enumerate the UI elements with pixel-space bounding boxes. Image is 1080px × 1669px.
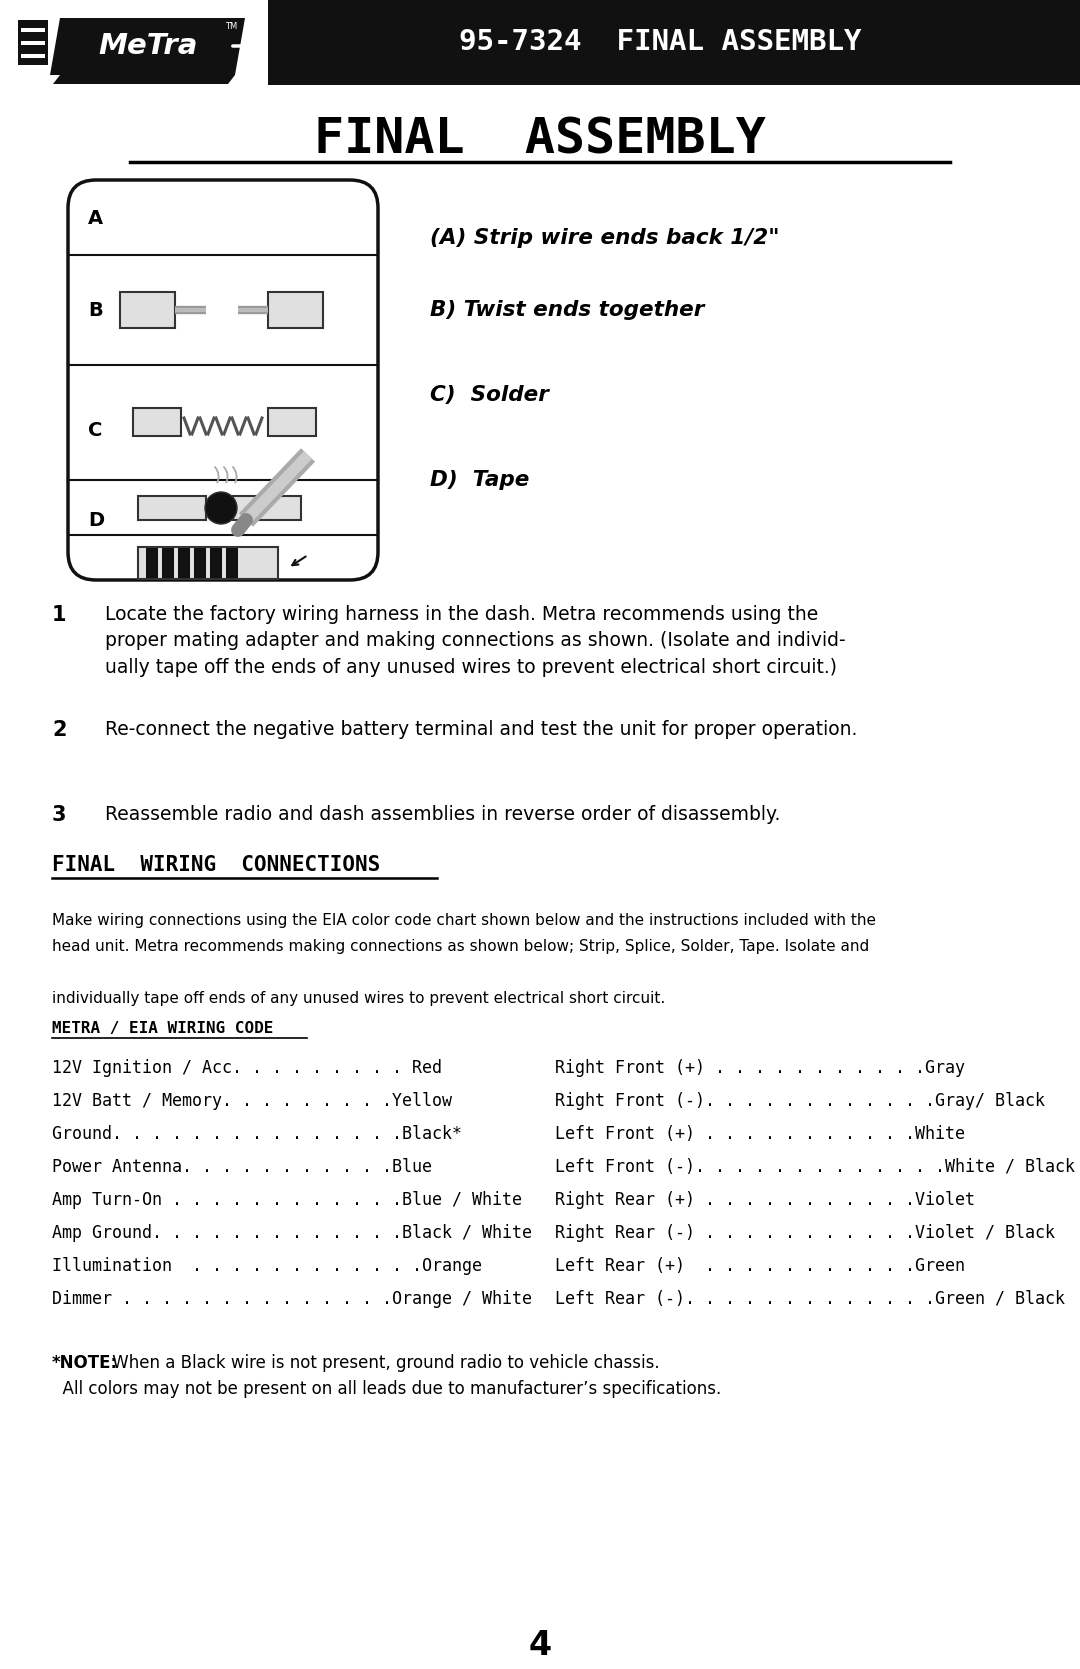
Bar [146, 547, 158, 577]
Text: TM: TM [225, 22, 238, 32]
Text: A: A [87, 209, 103, 227]
Text: Ground. . . . . . . . . . . . . . .Black*: Ground. . . . . . . . . . . . . . .Black… [52, 1125, 462, 1143]
Text: C)  Solder: C) Solder [430, 386, 549, 406]
Text: 95-7324  FINAL ASSEMBLY: 95-7324 FINAL ASSEMBLY [459, 28, 861, 57]
Text: FINAL  ASSEMBLY: FINAL ASSEMBLY [314, 117, 766, 164]
Text: Illumination  . . . . . . . . . . . .Orange: Illumination . . . . . . . . . . . .Oran… [52, 1257, 482, 1275]
Text: C: C [87, 421, 103, 439]
Bar [226, 547, 238, 577]
Polygon shape [53, 75, 235, 83]
FancyBboxPatch shape [68, 180, 378, 581]
Text: Locate the factory wiring harness in the dash. Metra recommends using the
proper: Locate the factory wiring harness in the… [105, 604, 846, 678]
Text: Amp Turn-On . . . . . . . . . . . .Blue / White: Amp Turn-On . . . . . . . . . . . .Blue … [52, 1192, 522, 1208]
Text: Left Front (-). . . . . . . . . . . . .White / Black: Left Front (-). . . . . . . . . . . . .W… [555, 1158, 1075, 1177]
Text: FINAL  WIRING  CONNECTIONS: FINAL WIRING CONNECTIONS [52, 855, 380, 875]
Text: *NOTE:: *NOTE: [52, 1354, 118, 1372]
Bar [162, 547, 174, 577]
Text: Left Front (+) . . . . . . . . . . .White: Left Front (+) . . . . . . . . . . .Whit… [555, 1125, 966, 1143]
Text: METRA / EIA WIRING CODE: METRA / EIA WIRING CODE [52, 1021, 273, 1036]
Text: All colors may not be present on all leads due to manufacturer’s specifications.: All colors may not be present on all lea… [52, 1380, 721, 1399]
Text: 2: 2 [52, 719, 67, 739]
Bar [138, 496, 206, 521]
Bar [233, 496, 301, 521]
Bar [21, 42, 45, 45]
Text: When a Black wire is not present, ground radio to vehicle chassis.: When a Black wire is not present, ground… [107, 1354, 660, 1372]
Text: (A) Strip wire ends back 1/2": (A) Strip wire ends back 1/2" [430, 229, 780, 249]
Text: Reassemble radio and dash assemblies in reverse order of disassembly.: Reassemble radio and dash assemblies in … [105, 804, 781, 824]
Bar [0, 0, 265, 85]
Text: Make wiring connections using the EIA color code chart shown below and the instr: Make wiring connections using the EIA co… [52, 913, 876, 928]
Text: B) Twist ends together: B) Twist ends together [430, 300, 704, 320]
Text: 4: 4 [528, 1629, 552, 1662]
Text: B: B [87, 300, 103, 319]
Text: Right Front (+) . . . . . . . . . . .Gray: Right Front (+) . . . . . . . . . . .Gra… [555, 1060, 966, 1077]
Text: head unit. Metra recommends making connections as shown below; Strip, Splice, So: head unit. Metra recommends making conne… [52, 940, 869, 955]
Polygon shape [50, 18, 245, 75]
Text: 1: 1 [52, 604, 67, 624]
Text: Left Rear (+)  . . . . . . . . . . .Green: Left Rear (+) . . . . . . . . . . .Green [555, 1257, 966, 1275]
Text: Dimmer . . . . . . . . . . . . . .Orange / White: Dimmer . . . . . . . . . . . . . .Orange… [52, 1290, 532, 1308]
Text: 3: 3 [52, 804, 67, 824]
Text: Amp Ground. . . . . . . . . . . . .Black / White: Amp Ground. . . . . . . . . . . . .Black… [52, 1223, 532, 1242]
Bar [194, 547, 206, 577]
Bar [21, 53, 45, 58]
Text: D)  Tape: D) Tape [430, 471, 529, 491]
Text: individually tape off ends of any unused wires to prevent electrical short circu: individually tape off ends of any unused… [52, 991, 665, 1006]
Text: Right Rear (-) . . . . . . . . . . .Violet / Black: Right Rear (-) . . . . . . . . . . .Viol… [555, 1223, 1055, 1242]
Bar [268, 407, 316, 436]
Bar [268, 292, 323, 329]
Text: Power Antenna. . . . . . . . . . .Blue: Power Antenna. . . . . . . . . . .Blue [52, 1158, 432, 1177]
Bar [18, 20, 48, 65]
Bar [138, 547, 278, 579]
Bar [133, 407, 181, 436]
Bar [21, 28, 45, 32]
Bar [210, 547, 222, 577]
Text: Left Rear (-). . . . . . . . . . . . .Green / Black: Left Rear (-). . . . . . . . . . . . .Gr… [555, 1290, 1065, 1308]
Text: 12V Batt / Memory. . . . . . . . .Yellow: 12V Batt / Memory. . . . . . . . .Yellow [52, 1092, 453, 1110]
Text: 12V Ignition / Acc. . . . . . . . . Red: 12V Ignition / Acc. . . . . . . . . Red [52, 1060, 442, 1077]
Text: D: D [87, 511, 104, 529]
Circle shape [205, 492, 237, 524]
Bar [0, 0, 1080, 85]
Text: Re-connect the negative battery terminal and test the unit for proper operation.: Re-connect the negative battery terminal… [105, 719, 858, 739]
Text: Right Rear (+) . . . . . . . . . . .Violet: Right Rear (+) . . . . . . . . . . .Viol… [555, 1192, 975, 1208]
Bar [178, 547, 190, 577]
Bar [120, 292, 175, 329]
Text: MeTra: MeTra [98, 32, 198, 60]
Text: Right Front (-). . . . . . . . . . . .Gray/ Black: Right Front (-). . . . . . . . . . . .Gr… [555, 1092, 1045, 1110]
Bar [265, 0, 268, 85]
